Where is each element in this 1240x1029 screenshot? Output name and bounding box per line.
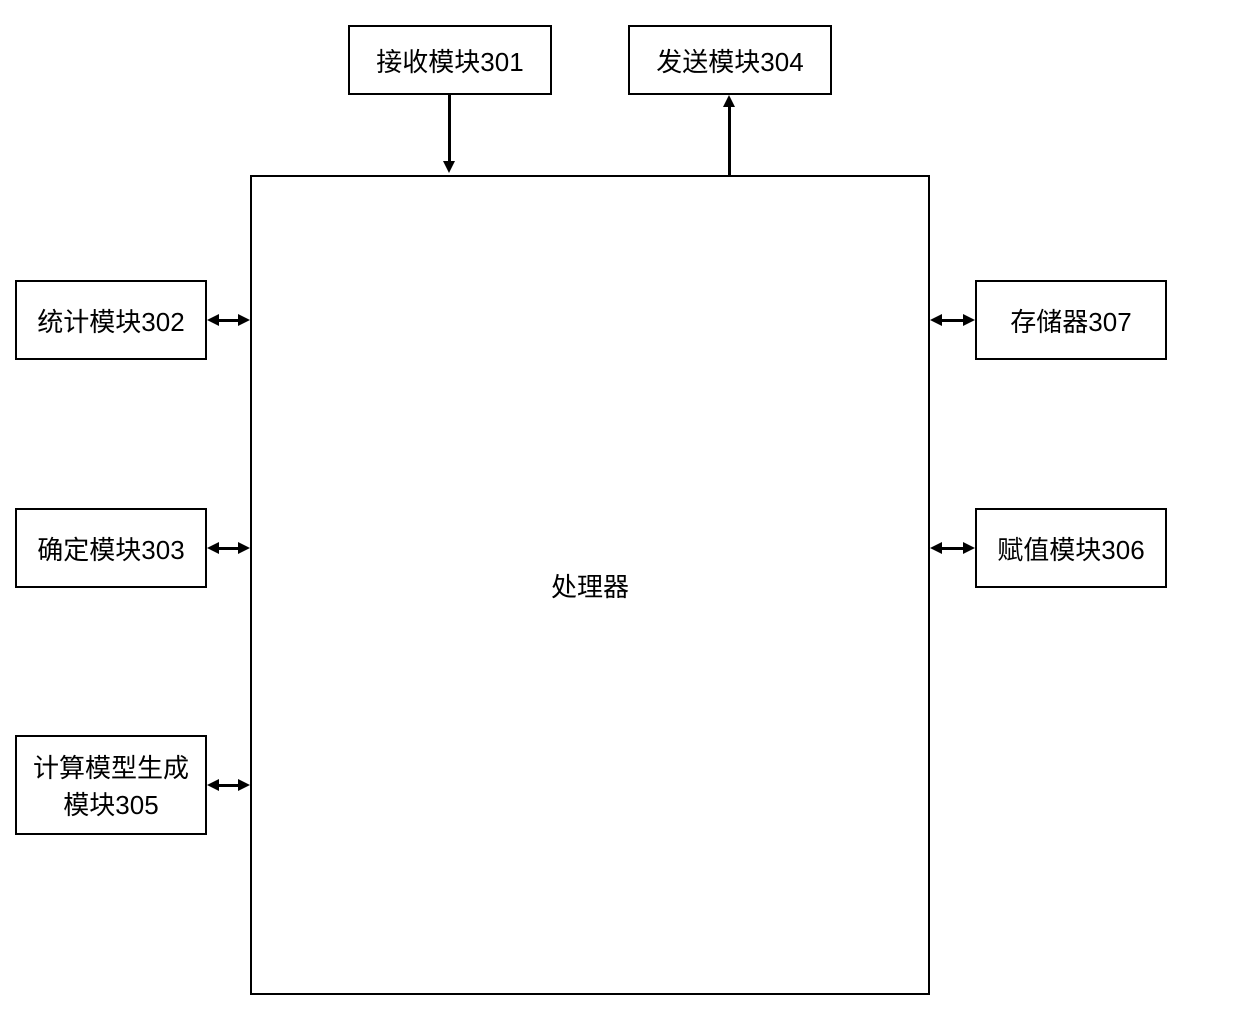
processor-box: 处理器 bbox=[250, 175, 930, 995]
storage-box: 存储器307 bbox=[975, 280, 1167, 360]
arrow-model-left-head bbox=[207, 779, 219, 791]
arrow-model-right-head bbox=[238, 779, 250, 791]
determine-module-box: 确定模块303 bbox=[15, 508, 207, 588]
arrow-storage-left-head bbox=[930, 314, 942, 326]
model-generate-module-label: 计算模型生成模块305 bbox=[21, 748, 201, 822]
arrow-statistics-left-head bbox=[207, 314, 219, 326]
arrow-determine-line bbox=[219, 547, 238, 550]
receive-module-box: 接收模块301 bbox=[348, 25, 552, 95]
arrow-processor-to-send-head bbox=[723, 95, 735, 107]
arrow-processor-to-send-line bbox=[728, 107, 731, 175]
statistics-module-label: 统计模块302 bbox=[37, 302, 184, 339]
arrow-determine-right-head bbox=[238, 542, 250, 554]
arrow-receive-to-processor-head bbox=[443, 161, 455, 173]
send-module-label: 发送模块304 bbox=[656, 42, 803, 79]
arrow-storage-line bbox=[942, 319, 963, 322]
arrow-assign-right-head bbox=[963, 542, 975, 554]
assign-module-label: 赋值模块306 bbox=[997, 530, 1144, 567]
arrow-model-line bbox=[219, 784, 238, 787]
processor-label: 处理器 bbox=[551, 567, 629, 604]
receive-module-label: 接收模块301 bbox=[376, 42, 523, 79]
arrow-assign-left-head bbox=[930, 542, 942, 554]
send-module-box: 发送模块304 bbox=[628, 25, 832, 95]
statistics-module-box: 统计模块302 bbox=[15, 280, 207, 360]
determine-module-label: 确定模块303 bbox=[37, 530, 184, 567]
arrow-assign-line bbox=[942, 547, 963, 550]
storage-label: 存储器307 bbox=[1010, 302, 1131, 339]
assign-module-box: 赋值模块306 bbox=[975, 508, 1167, 588]
arrow-receive-to-processor-line bbox=[448, 95, 451, 163]
arrow-determine-left-head bbox=[207, 542, 219, 554]
arrow-statistics-right-head bbox=[238, 314, 250, 326]
arrow-storage-right-head bbox=[963, 314, 975, 326]
arrow-statistics-line bbox=[219, 319, 238, 322]
model-generate-module-box: 计算模型生成模块305 bbox=[15, 735, 207, 835]
